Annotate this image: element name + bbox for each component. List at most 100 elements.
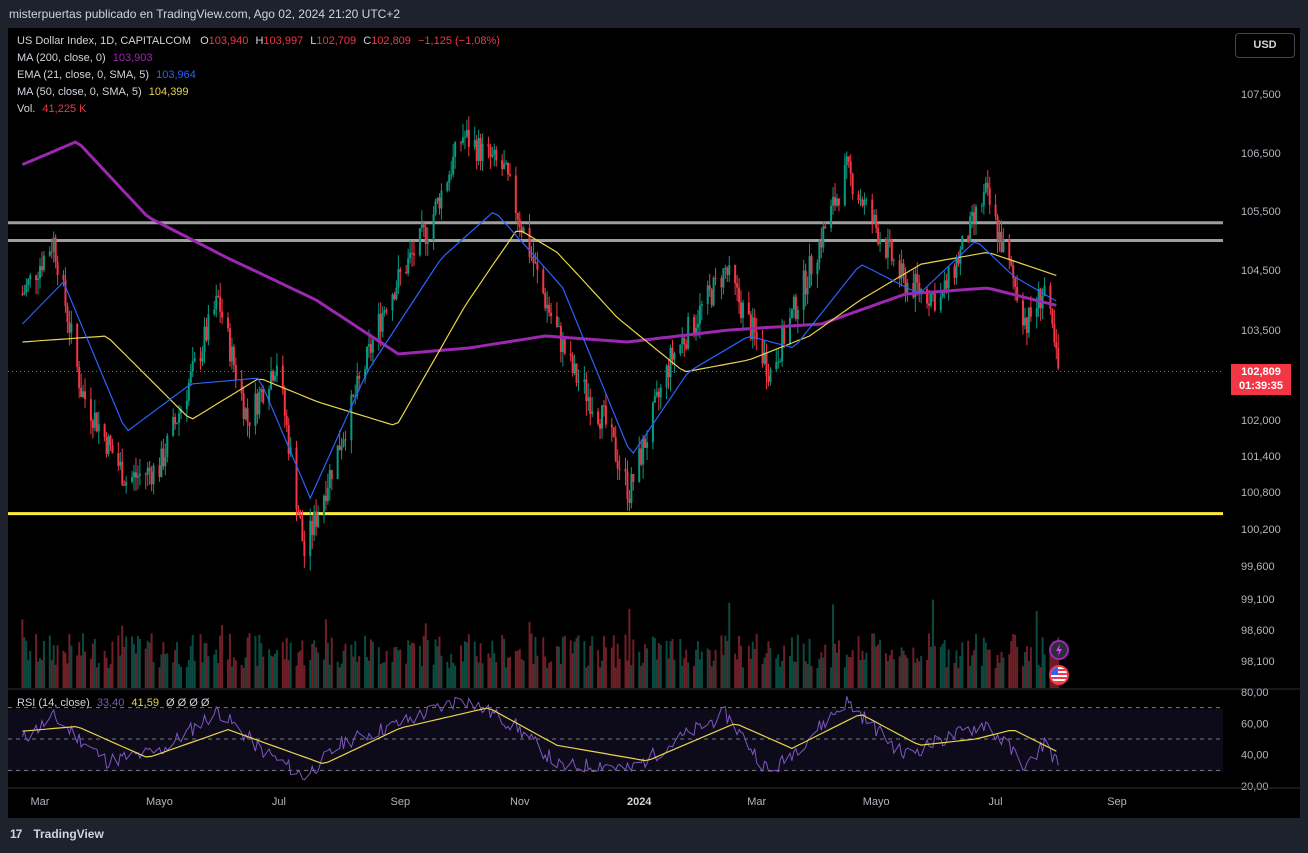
volume-bar — [926, 660, 929, 688]
candle-body — [857, 194, 860, 201]
candle-body — [1051, 308, 1054, 325]
legend-change: −1,125 (−1,08%) — [417, 35, 500, 47]
volume-bar — [328, 664, 331, 688]
volume-bar — [642, 662, 645, 688]
volume-bar — [747, 645, 750, 688]
volume-bar — [185, 666, 188, 688]
volume-bar — [863, 659, 866, 688]
volume-bar — [479, 643, 482, 688]
tradingview-footer[interactable]: 17 TradingView — [10, 827, 104, 841]
volume-bar — [125, 636, 128, 688]
candle-body — [89, 399, 92, 421]
candle-body — [248, 422, 251, 426]
rsi-ma-line — [22, 707, 1057, 765]
candle-body — [461, 137, 464, 143]
candle-body — [884, 239, 887, 258]
last-price-value: 102,809 — [1241, 366, 1281, 378]
candle-body — [961, 236, 964, 250]
candle-body — [352, 394, 355, 396]
candle-body — [996, 216, 999, 241]
candle-body — [804, 270, 807, 295]
volume-bar — [802, 643, 805, 688]
volume-bar — [982, 637, 985, 688]
price-axis-tick: 104,500 — [1241, 265, 1281, 277]
last-price-tag: 102,809 01:39:35 — [1231, 364, 1291, 395]
candle-body — [873, 214, 876, 222]
candle-body — [767, 376, 770, 382]
price-axis-tick: 101,400 — [1241, 451, 1281, 463]
candle-body — [440, 190, 443, 209]
volume-bar — [505, 667, 508, 688]
price-chart[interactable]: 107,500 106,500 105,500 104,500 103,500 102,0… — [8, 28, 1300, 818]
volume-bar — [232, 657, 235, 688]
legend-ma200-row[interactable]: MA (200, close, 0) 103,903 — [17, 52, 152, 64]
volume-bar — [207, 656, 210, 688]
volume-bar — [700, 651, 703, 688]
candle-body — [863, 199, 866, 206]
time-axis-tick: Jul — [989, 796, 1003, 808]
currency-button[interactable]: USD — [1235, 33, 1295, 58]
volume-bar — [465, 642, 468, 688]
lightning-event-icon[interactable] — [1049, 640, 1069, 660]
volume-bar — [228, 633, 231, 688]
candle-body — [736, 283, 739, 288]
volume-bar — [234, 660, 237, 688]
rsi-label: RSI (14, close) — [17, 697, 90, 709]
candle-body — [37, 278, 40, 281]
volume-bar — [902, 650, 905, 688]
candle-body — [364, 369, 367, 379]
candle-body — [507, 162, 510, 175]
candle-body — [888, 238, 891, 241]
candle-body — [201, 351, 204, 362]
volume-bar — [176, 642, 179, 688]
candle-body — [810, 256, 813, 275]
candle-body — [802, 270, 805, 310]
candle-body — [755, 331, 758, 340]
candle-body — [336, 445, 339, 479]
candle-body — [614, 437, 617, 461]
candle-body — [1014, 278, 1017, 287]
candle-body — [591, 411, 594, 414]
candle-body — [575, 363, 578, 383]
candle-body — [311, 520, 314, 536]
volume-bar — [796, 634, 799, 688]
legend-volume-row[interactable]: Vol. 41,225 K — [17, 103, 86, 115]
candle-body — [777, 362, 780, 364]
volume-bar — [544, 656, 547, 688]
chart-panel[interactable]: 107,500 106,500 105,500 104,500 103,500 102,0… — [8, 28, 1300, 818]
volume-bar — [986, 649, 989, 688]
volume-bar — [720, 635, 723, 688]
footer-brand: TradingView — [33, 827, 104, 841]
price-axis-tick: 105,500 — [1241, 206, 1281, 218]
us-flag-event-icon[interactable] — [1049, 665, 1069, 685]
volume-bar — [741, 667, 744, 688]
candle-body — [722, 268, 725, 288]
candle-body — [685, 344, 688, 349]
volume-bar — [532, 663, 535, 688]
volume-bar — [226, 659, 229, 688]
time-axis-tick: Sep — [391, 796, 411, 808]
publisher-bar: misterpuertas publicado en TradingView.c… — [0, 0, 1308, 28]
legend-ma50-row[interactable]: MA (50, close, 0, SMA, 5) 104,399 — [17, 86, 189, 98]
candle-body — [228, 328, 231, 362]
volume-bar — [489, 657, 492, 688]
candle-body — [411, 252, 414, 254]
candle-body — [796, 309, 799, 319]
volume-bar — [121, 625, 124, 688]
candle-body — [438, 197, 441, 209]
volume-bar — [397, 650, 400, 688]
candle-body — [753, 317, 756, 332]
candle-body — [534, 262, 537, 264]
candle-body — [1055, 342, 1058, 349]
candle-body — [68, 322, 71, 333]
volume-bar — [68, 634, 71, 688]
candle-body — [297, 509, 300, 515]
volume-bar — [939, 646, 942, 688]
legend-ema21-row[interactable]: EMA (21, close, 0, SMA, 5) 103,964 — [17, 69, 196, 81]
candle-body — [23, 292, 26, 295]
candle-body — [187, 382, 190, 401]
legend-rsi-row[interactable]: RSI (14, close) 33,40 41,59 Ø Ø Ø Ø — [17, 697, 209, 709]
candle-body — [160, 448, 163, 477]
price-axis-tick: 99,100 — [1241, 594, 1275, 606]
volume-bar — [131, 636, 134, 688]
